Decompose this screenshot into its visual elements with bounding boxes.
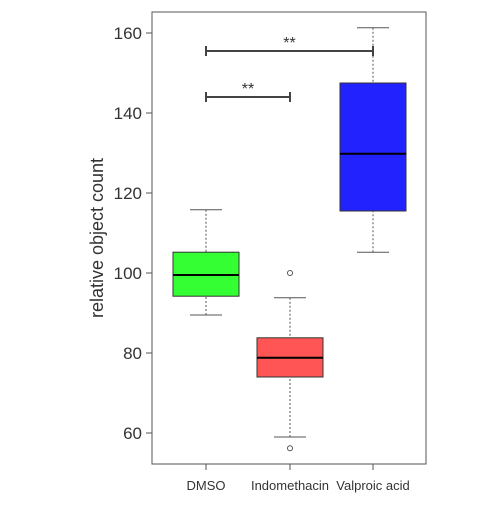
y-tick-label: 160	[114, 24, 142, 43]
x-axis: DMSO Indomethacin Valproic acid	[187, 464, 410, 493]
box-dmso	[172, 209, 240, 316]
y-tick-label: 60	[123, 424, 142, 443]
x-tick-label: Valproic acid	[336, 478, 409, 493]
box-valproic-acid	[339, 27, 407, 253]
y-tick-label: 100	[114, 264, 142, 283]
x-tick-label: DMSO	[187, 478, 226, 493]
box-indomethacin	[256, 270, 324, 452]
y-axis: 60 80 100 120 140 160	[114, 24, 152, 443]
plot-frame	[151, 11, 427, 465]
x-tick-label: Indomethacin	[251, 478, 329, 493]
significance-group: ** **	[205, 35, 374, 102]
outlier-point	[287, 445, 293, 452]
iqr-box	[339, 82, 407, 212]
y-axis-label: relative object count	[87, 158, 107, 318]
boxes-group	[172, 27, 407, 452]
significance-label: **	[242, 81, 254, 98]
y-tick-label: 140	[114, 104, 142, 123]
significance-bracket: **	[205, 35, 374, 56]
significance-bracket: **	[205, 81, 291, 102]
y-tick-label: 120	[114, 184, 142, 203]
y-tick-label: 80	[123, 344, 142, 363]
outlier-point	[287, 270, 293, 276]
significance-label: **	[283, 35, 295, 52]
